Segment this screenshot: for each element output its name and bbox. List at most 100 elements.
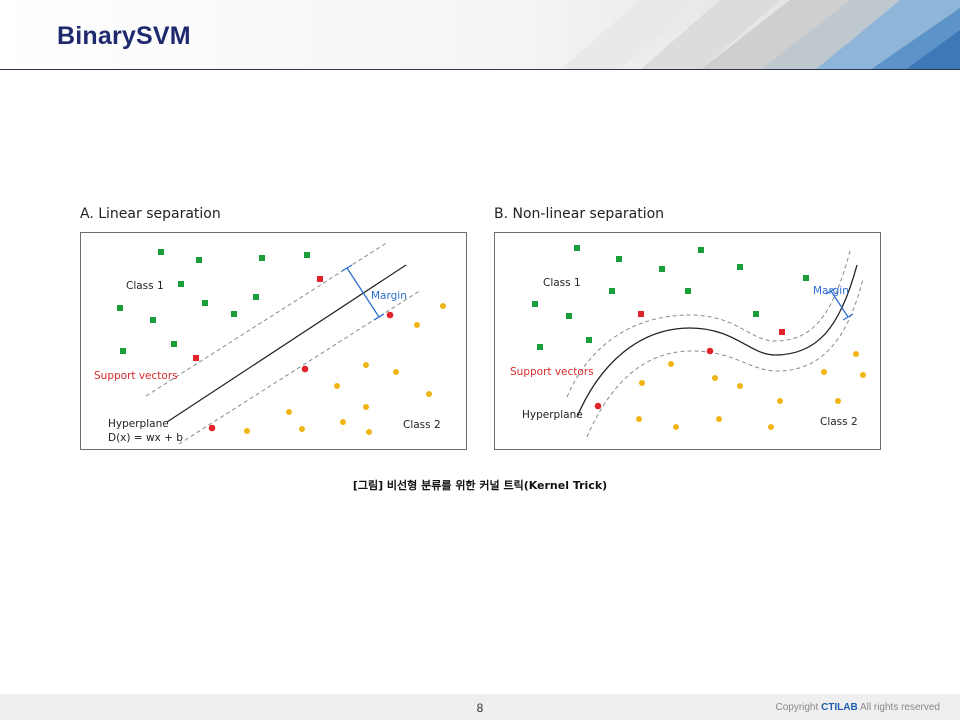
panel-a-title: A. Linear separation [80,206,221,222]
support-vector-class2 [208,424,216,432]
class1-point [659,266,665,272]
class2-point [286,409,292,415]
margin-cap-bottom [373,313,385,321]
class1-point [259,255,265,261]
class1-point [574,245,580,251]
class2-point [712,375,718,381]
class1-point [616,256,622,262]
margin-label: Margin [371,290,407,302]
class1-point [566,313,572,319]
class2-point [363,362,369,368]
class2-label: Class 2 [820,416,858,428]
class1-point [158,249,164,255]
header-divider [0,69,960,70]
margin-cap-top [341,264,353,272]
margin-cap-top [825,287,837,295]
class1-point [609,288,615,294]
class2-point [860,372,866,378]
class2-point [440,303,446,309]
copyright-brand: CTILAB [821,702,858,713]
hyperplane-label: Hyperplane [108,418,169,430]
class1-label: Class 1 [543,277,581,289]
class1-points [532,245,809,350]
class2-point [777,398,783,404]
support-vector-class1 [317,276,323,282]
hyperplane-curve [576,264,858,418]
class1-point [231,311,237,317]
class1-point [537,344,543,350]
class1-point [803,275,809,281]
class2-point [737,383,743,389]
class1-point [737,264,743,270]
class1-point [753,311,759,317]
class2-point [768,424,774,430]
nonlinear-separation-svg: Class 1 Support vectors Margin Hyperplan… [510,245,866,438]
margin-boundary-upper [566,250,851,398]
class2-point [414,322,420,328]
class1-point [178,281,184,287]
class1-point [586,337,592,343]
class2-label: Class 2 [403,419,441,431]
class2-point [639,380,645,386]
header-decoration [0,0,960,70]
copyright-prefix: Copyright [775,702,819,713]
class2-point [299,426,305,432]
class1-point [196,257,202,263]
class1-point [304,252,310,258]
copyright-notice: Copyright CTILAB All rights reserved [775,702,940,713]
class1-point [117,305,123,311]
hyperplane-label: Hyperplane [522,409,583,421]
hyperplane-equation: D(x) = wx + b [108,432,183,444]
margin-cap-bottom [842,313,854,321]
class2-point [636,416,642,422]
margin-indicator [346,267,380,318]
class1-point [532,301,538,307]
class1-point [685,288,691,294]
slide-title: BinarySVM [57,22,191,50]
class2-point [821,369,827,375]
class1-point [150,317,156,323]
support-vector-class2 [386,311,394,319]
class1-point [202,300,208,306]
panel-b-title: B. Non-linear separation [494,206,665,222]
class1-point [698,247,704,253]
margin-boundary-lower [586,278,864,438]
slide-footer: 8 Copyright CTILAB All rights reserved [0,694,960,720]
support-vector-class2 [594,402,602,410]
class1-label: Class 1 [126,280,164,292]
class2-point [393,369,399,375]
support-vector-class2 [301,365,309,373]
support-vector-class2 [706,347,714,355]
class2-point [835,398,841,404]
copyright-suffix: All rights reserved [859,702,940,713]
class2-point [426,391,432,397]
support-vectors-label: Support vectors [94,370,178,382]
margin-label: Margin [813,285,849,297]
class2-point [340,419,346,425]
class1-point [253,294,259,300]
class2-point [716,416,722,422]
class2-point [244,428,250,434]
class2-point [673,424,679,430]
margin-indicator [830,290,849,318]
figure-caption: [그림] 비선형 분류를 위한 커널 트릭(Kernel Trick) [352,479,608,492]
support-vector-class1 [638,311,644,317]
class2-points [244,303,446,435]
class2-point [853,351,859,357]
panel-a-diagram: Class 1 Support vectors Margin Hyperplan… [80,232,467,450]
class1-point [171,341,177,347]
slide-header: BinarySVM [0,0,960,70]
support-vector-class1 [193,355,199,361]
support-vector-class1 [779,329,785,335]
hyperplane-line [166,264,407,423]
page-number: 8 [476,701,484,715]
class2-points [636,351,866,430]
panel-b-diagram: Class 1 Support vectors Margin Hyperplan… [494,232,881,450]
margin-boundary-lower [178,289,422,445]
class2-point [668,361,674,367]
class2-point [363,404,369,410]
class2-point [366,429,372,435]
class1-point [120,348,126,354]
class1-points [117,249,310,354]
linear-separation-svg: Class 1 Support vectors Margin Hyperplan… [94,241,446,445]
